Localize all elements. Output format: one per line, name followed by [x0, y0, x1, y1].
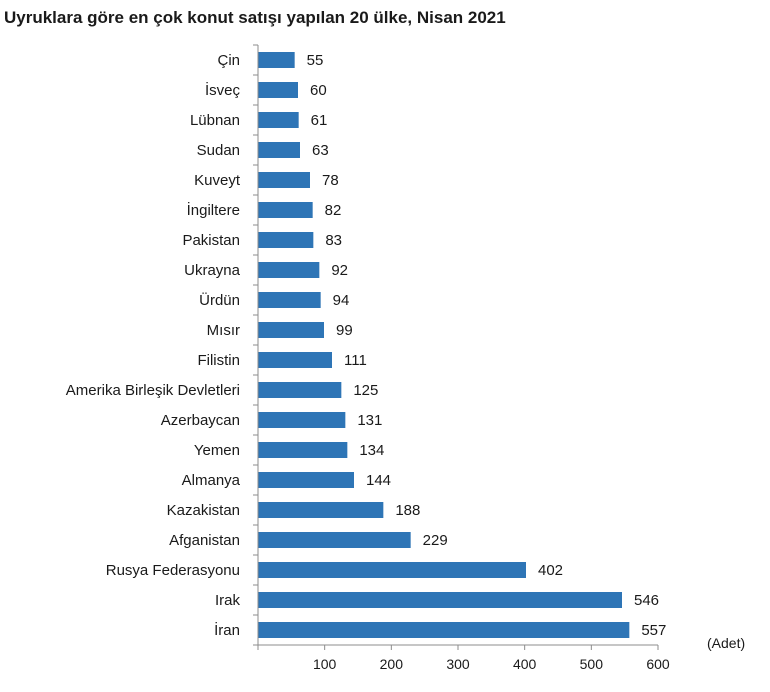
bar [258, 202, 313, 218]
data-label: 229 [423, 532, 448, 549]
category-label: İsveç [205, 81, 241, 99]
category-label: İran [214, 621, 240, 639]
bar [258, 292, 321, 308]
bar [258, 562, 526, 578]
category-label: Ukrayna [184, 262, 241, 279]
category-label: İngiltere [187, 201, 240, 219]
data-label: 99 [336, 322, 353, 339]
x-tick-label: 100 [313, 656, 337, 672]
data-label: 82 [325, 202, 342, 219]
bar [258, 532, 411, 548]
category-label: Çin [217, 52, 240, 69]
data-label: 134 [359, 442, 384, 459]
bar [258, 472, 354, 488]
bar [258, 442, 348, 458]
bar [258, 412, 346, 428]
bar [258, 52, 295, 68]
data-label: 83 [325, 232, 342, 249]
category-label: Amerika Birleşik Devletleri [66, 382, 240, 399]
category-label: Ürdün [199, 291, 240, 309]
chart-title: Uyruklara göre en çok konut satışı yapıl… [4, 8, 506, 27]
data-label: 94 [333, 292, 350, 309]
data-label: 131 [357, 412, 382, 429]
bar [258, 502, 384, 518]
data-label: 557 [641, 622, 666, 639]
category-label: Kazakistan [167, 502, 240, 519]
data-label: 92 [331, 262, 348, 279]
category-label: Yemen [194, 442, 240, 459]
x-tick-label: 500 [580, 656, 604, 672]
category-label: Pakistan [182, 232, 240, 249]
bar [258, 382, 342, 398]
x-tick-label: 300 [446, 656, 470, 672]
bar [258, 322, 324, 338]
bar [258, 592, 622, 608]
data-label: 111 [344, 352, 367, 369]
data-label: 78 [322, 172, 339, 189]
category-label: Kuveyt [194, 172, 241, 189]
data-label: 125 [353, 382, 378, 399]
category-label: Azerbaycan [161, 412, 240, 429]
category-label: Rusya Federasyonu [106, 562, 240, 579]
category-label: Sudan [197, 142, 240, 159]
data-label: 60 [310, 82, 327, 99]
data-label: 402 [538, 562, 563, 579]
data-label: 188 [395, 502, 420, 519]
data-label: 61 [311, 112, 328, 129]
bar [258, 112, 299, 128]
bar [258, 352, 332, 368]
x-tick-label: 400 [513, 656, 537, 672]
x-tick-label: 600 [646, 656, 670, 672]
data-label: 144 [366, 472, 391, 489]
x-tick-label: 200 [380, 656, 404, 672]
category-label: Irak [215, 592, 241, 609]
data-label: 63 [312, 142, 329, 159]
category-label: Mısır [207, 322, 240, 339]
unit-label: (Adet) [707, 635, 745, 651]
category-label: Afganistan [169, 532, 240, 549]
bar [258, 172, 310, 188]
bar [258, 262, 320, 278]
bar [258, 82, 298, 98]
bar [258, 232, 314, 248]
bar [258, 142, 300, 158]
data-label: 546 [634, 592, 659, 609]
category-label: Filistin [197, 352, 240, 369]
category-label: Almanya [182, 472, 241, 489]
category-label: Lübnan [190, 112, 240, 129]
bar [258, 622, 630, 638]
data-label: 55 [307, 52, 324, 69]
